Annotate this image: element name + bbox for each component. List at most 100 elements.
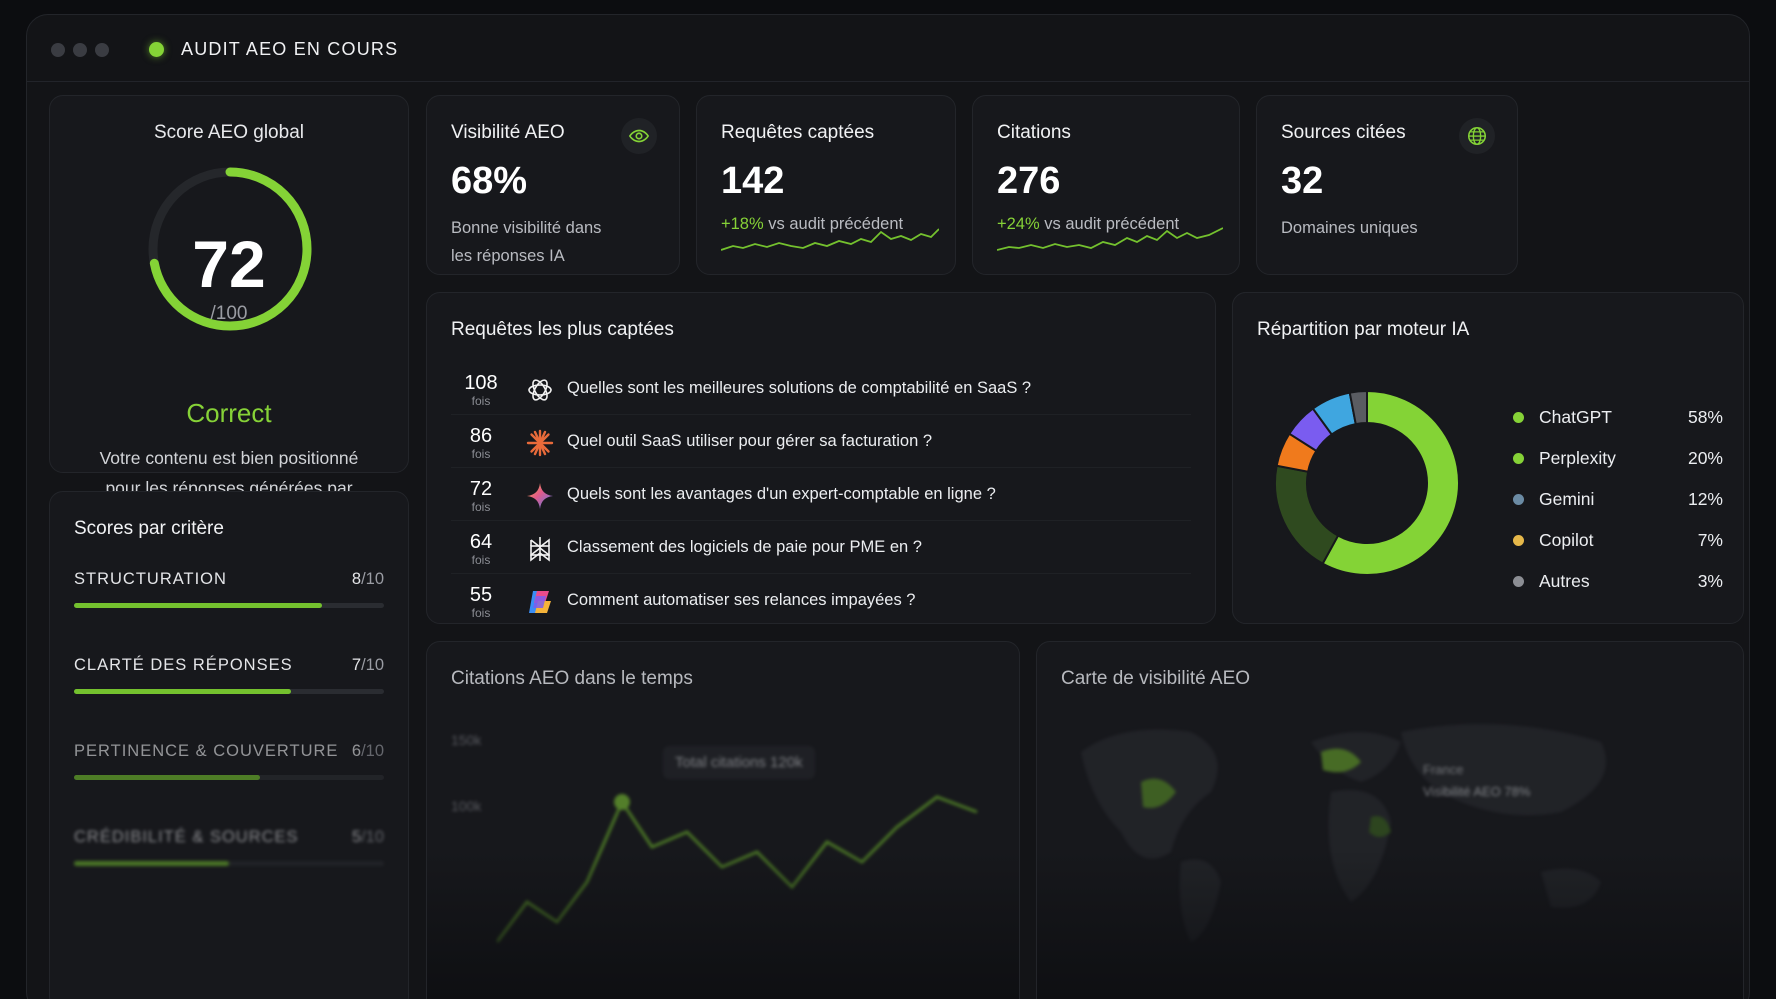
engines-title: Répartition par moteur IA (1257, 319, 1470, 340)
status-dot-icon (149, 42, 164, 57)
visibility-map-card: Carte de visibilité AEO France Visibilit… (1036, 641, 1744, 999)
query-count-unit: fois (471, 394, 491, 408)
query-count: 108 (464, 372, 498, 394)
criterion-score: 6/10 (352, 742, 384, 761)
legend-pct: 20% (1687, 448, 1723, 468)
kpi-citations-card: Citations 276 +24% vs audit précédent (972, 95, 1240, 275)
query-count-unit: fois (471, 553, 491, 567)
gemini-icon (527, 483, 553, 509)
kpi-requests-value: 142 (721, 160, 785, 202)
query-count: 72 (469, 478, 493, 500)
engines-legend: ChatGPT 58% Perplexity 20% Gemini 12% Copil… (1513, 405, 1723, 605)
donut-slice (1321, 389, 1460, 576)
query-count: 64 (469, 531, 493, 553)
title-bar: AUDIT AEO EN COURS (27, 15, 1749, 82)
criterion-score-value: 5 (351, 828, 362, 846)
criterion-pertinence: PERTINENCE & COUVERTURE 6/10 (74, 742, 384, 782)
query-row[interactable]: 64 fois Classement des logiciels de paie… (451, 521, 1191, 574)
legend-dot (1513, 412, 1524, 423)
query-text: Quelles sont les meilleures solutions de… (567, 379, 1032, 397)
perplexity-icon (530, 537, 550, 562)
kpi-requests-delta-row: +18% vs audit précédent (721, 210, 951, 238)
query-text: Classement des logiciels de paie pour PM… (567, 538, 922, 556)
query-count: 86 (469, 425, 493, 447)
criteria-title: Scores par critère (74, 518, 224, 539)
query-row[interactable]: 55 fois Comment automatiser ses relances… (451, 574, 1191, 627)
query-count-unit: fois (471, 606, 491, 620)
kpi-citations-sparkline (997, 227, 1223, 251)
kpi-citations-delta: +24% (997, 215, 1040, 233)
query-text: Quels sont les avantages d'un expert-com… (567, 485, 996, 503)
window-minimize-button[interactable] (73, 43, 87, 57)
criterion-progress-fill (74, 775, 260, 780)
app-window: AUDIT AEO EN COURS Score AEO global 72 /… (26, 14, 1750, 999)
query-row[interactable]: 72 fois Quels sont les avantages d'un ex… (451, 468, 1191, 521)
query-row[interactable]: 108 fois Quelles sont les meilleures sol… (451, 362, 1191, 415)
window-maximize-button[interactable] (95, 43, 109, 57)
criterion-score: 8/10 (352, 570, 384, 589)
window-close-button[interactable] (51, 43, 65, 57)
timeline-tick-top: 150k (451, 732, 482, 748)
criterion-progress-track (74, 689, 384, 694)
criterion-label: CLARTÉ DES RÉPONSES (74, 656, 293, 674)
criterion-label: STRUCTURATION (74, 570, 227, 588)
legend-pct: 58% (1687, 407, 1723, 427)
top-queries-title: Requêtes les plus captées (451, 319, 674, 340)
map-title: Carte de visibilité AEO (1061, 668, 1251, 689)
query-text: Quel outil SaaS utiliser pour gérer sa f… (567, 432, 933, 450)
criteria-card: Scores par critère STRUCTURATION 8/10 CL… (49, 491, 409, 999)
chatgpt-icon (528, 379, 552, 401)
legend-dot (1513, 535, 1524, 546)
engines-donut-chart (1274, 389, 1460, 576)
score-value: 72 (192, 227, 266, 301)
timeline-tick-mid: 100k (451, 798, 482, 814)
kpi-citations-delta-row: +24% vs audit précédent (997, 210, 1227, 238)
legend-name: Perplexity (1539, 448, 1616, 468)
score-title: Score AEO global (154, 122, 304, 143)
legend-item-perplexity: Perplexity 20% (1513, 446, 1723, 472)
criterion-progress-fill (74, 861, 229, 866)
query-count-unit: fois (471, 447, 491, 461)
query-count: 55 (469, 584, 493, 606)
criterion-label: PERTINENCE & COUVERTURE (74, 742, 339, 760)
copilot-icon (529, 591, 551, 613)
criterion-clarte: CLARTÉ DES RÉPONSES 7/10 (74, 656, 384, 696)
legend-pct: 3% (1697, 571, 1723, 591)
kpi-requests-title: Requêtes captées (721, 122, 875, 143)
window-title: AUDIT AEO EN COURS (181, 39, 399, 59)
map-region-label: France (1423, 762, 1464, 777)
kpi-sources-card: Sources citées 32 Domaines uniques (1256, 95, 1518, 275)
eye-icon (621, 118, 657, 154)
kpi-sources-value: 32 (1281, 160, 1324, 202)
criterion-score-value: 8 (351, 570, 362, 588)
kpi-requests-delta: +18% (721, 215, 764, 233)
claude-icon (526, 429, 554, 457)
kpi-requests-delta-text: vs audit précédent (768, 215, 904, 233)
kpi-visibility-title: Visibilité AEO (451, 122, 565, 143)
timeline-title: Citations AEO dans le temps (451, 668, 693, 689)
criterion-score-den: /10 (361, 570, 384, 588)
criterion-score-den: /10 (361, 742, 384, 760)
legend-name: Gemini (1539, 489, 1595, 509)
legend-name: ChatGPT (1539, 407, 1612, 427)
criterion-progress-track (74, 775, 384, 780)
kpi-visibility-sub2: les réponses IA (451, 247, 565, 265)
legend-item-autres: Autres 3% (1513, 569, 1723, 595)
citations-timeline-card: Citations AEO dans le temps 150k 100k To… (426, 641, 1020, 999)
kpi-sources-title: Sources citées (1281, 122, 1406, 143)
query-row[interactable]: 86 fois Quel outil SaaS utiliser pour gé… (451, 415, 1191, 468)
legend-name: Copilot (1539, 530, 1594, 550)
criterion-score-den: /10 (361, 828, 384, 846)
kpi-visibility-subtitle: Bonne visibilité dans les réponses IA (451, 214, 651, 270)
score-card: Score AEO global 72 /100 Correct Votre c… (49, 95, 409, 528)
criterion-progress-track (74, 861, 384, 866)
kpi-citations-delta-text: vs audit précédent (1044, 215, 1180, 233)
criterion-score-value: 6 (351, 742, 362, 760)
kpi-citations-value: 276 (997, 160, 1061, 202)
donut-slice (1348, 389, 1368, 426)
legend-dot (1513, 453, 1524, 464)
world-map-icon (1081, 724, 1606, 942)
timeline-line-chart (497, 794, 978, 943)
legend-dot (1513, 494, 1524, 505)
criterion-progress-track (74, 603, 384, 608)
